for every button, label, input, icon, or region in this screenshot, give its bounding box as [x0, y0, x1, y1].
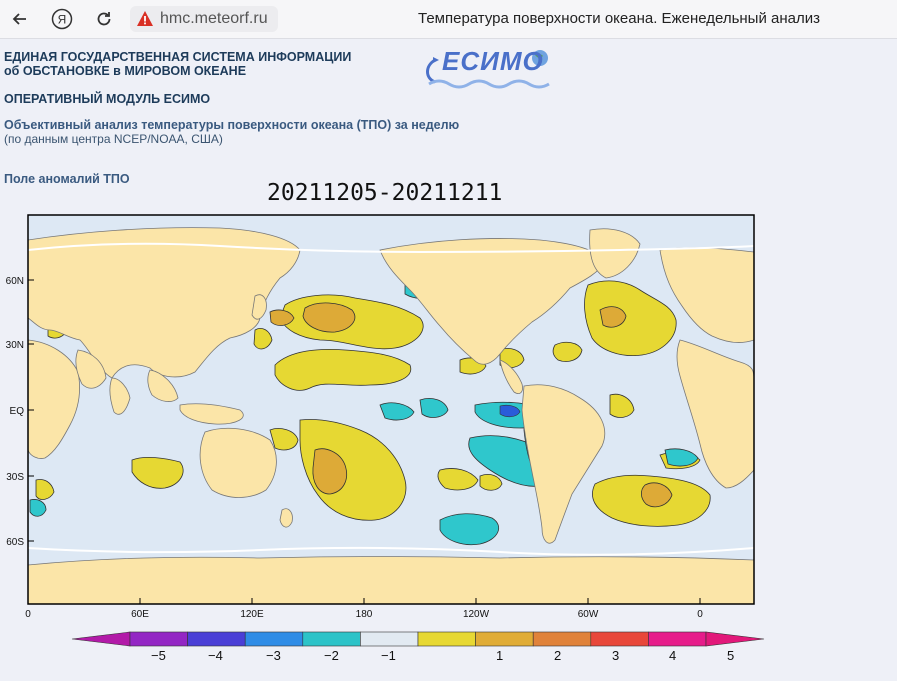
lon-tick-label: 180 — [356, 609, 373, 620]
colorbar-segment — [302, 631, 361, 647]
reload-icon — [97, 12, 111, 26]
analysis-title: Объективный анализ температуры поверхнос… — [4, 118, 460, 132]
land-greenland — [589, 228, 641, 279]
reload-button[interactable] — [92, 7, 116, 31]
page-tab-title: Температура поверхности океана. Еженедел… — [418, 10, 820, 27]
lon-tick-label: 120W — [463, 609, 490, 620]
land-arabia — [75, 349, 107, 389]
browser-toolbar: Я hmc.meteorf.ru Температура поверхности… — [0, 0, 897, 39]
colorbar-label: −1 — [381, 648, 396, 663]
land-india — [109, 377, 131, 415]
back-button[interactable] — [8, 7, 32, 31]
land-indonesia — [179, 403, 244, 425]
lon-tick-label: 120E — [240, 609, 264, 620]
lon-tick-label: 60W — [578, 609, 599, 620]
colorbar-segment — [360, 631, 419, 647]
land-africa-west — [28, 339, 80, 459]
sst-anomaly-map: 60N 30N EQ 30S 60S 0 60E 120E 180 120W 60W 0 — [6, 214, 765, 647]
lat-tick-label: 60N — [6, 276, 24, 287]
lat-tick-label: 30N — [6, 340, 24, 351]
moderate-anomaly-regions — [269, 302, 673, 508]
warning-icon — [137, 11, 153, 26]
map-period-title: 20211205-20211211 — [267, 180, 503, 206]
module-title: ОПЕРАТИВНЫЙ МОДУЛЬ ЕСИМО — [4, 92, 211, 106]
strong-negative-regions — [499, 404, 521, 418]
colorbar-segment — [417, 631, 476, 647]
colorbar-low-triangle — [71, 631, 131, 647]
colorbar-label: −2 — [324, 648, 339, 663]
colorbar-label: 1 — [496, 648, 504, 663]
colorbar-label: −5 — [151, 648, 166, 663]
colorbar — [71, 631, 765, 647]
ice-edge-north — [28, 242, 754, 254]
colorbar-segment — [590, 631, 649, 647]
address-host: hmc.meteorf.ru — [160, 10, 268, 27]
colorbar-high-triangle — [705, 631, 765, 647]
svg-text:Я: Я — [58, 13, 67, 27]
colorbar-segment — [648, 631, 707, 647]
colorbar-segment — [129, 631, 188, 647]
logo-text: ЕСИМО — [442, 46, 544, 76]
longitude-axis: 0 60E 120E 180 120W 60W 0 — [25, 598, 703, 620]
land-antarctica — [28, 556, 754, 604]
lon-tick-label: 60E — [131, 609, 149, 620]
land-se-asia — [147, 369, 179, 402]
yandex-icon: Я — [51, 8, 73, 30]
colorbar-label: 3 — [612, 648, 620, 663]
logo-wave-icon — [426, 50, 550, 89]
ice-edge-south — [28, 546, 754, 556]
lat-tick-label: 30S — [6, 472, 24, 483]
colorbar-label: 5 — [727, 648, 735, 663]
latitude-axis: 60N 30N EQ 30S 60S — [6, 276, 34, 548]
colorbar-segment — [475, 631, 534, 647]
lon-tick-label: 0 — [25, 609, 31, 620]
land-central-america — [499, 359, 523, 394]
section-heading: Поле аномалий ТПО — [4, 172, 130, 186]
colorbar-label: 4 — [669, 648, 677, 663]
colorbar-segment — [244, 631, 304, 647]
land-masses — [28, 227, 754, 604]
land-eurasia — [28, 227, 301, 379]
land-north-america — [379, 238, 605, 365]
colorbar-label: −4 — [208, 648, 223, 663]
land-australia — [199, 427, 277, 498]
land-japan — [251, 294, 267, 320]
esimo-logo: ЕСИМО — [423, 46, 553, 92]
colorbar-label: −3 — [266, 648, 281, 663]
colorbar-label: 2 — [554, 648, 562, 663]
land-new-zealand — [279, 508, 293, 528]
lon-tick-label: 0 — [697, 609, 703, 620]
org-title-line1: ЕДИНАЯ ГОСУДАРСТВЕННАЯ СИСТЕМА ИНФОРМАЦИ… — [4, 50, 352, 64]
lat-tick-label: EQ — [10, 406, 25, 417]
colorbar-segment — [187, 631, 246, 647]
lat-tick-label: 60S — [6, 537, 24, 548]
yandex-button[interactable]: Я — [50, 7, 74, 31]
land-africa-east — [676, 339, 754, 489]
address-bar[interactable]: hmc.meteorf.ru — [130, 6, 278, 32]
org-title-line2: об ОБСТАНОВКЕ в МИРОВОМ ОКЕАНЕ — [4, 64, 247, 78]
colorbar-segment — [532, 631, 592, 647]
land-south-america — [521, 384, 606, 544]
analysis-source: (по данным центра NCEP/NOAA, США) — [4, 132, 223, 146]
arrow-left-icon — [12, 13, 26, 25]
